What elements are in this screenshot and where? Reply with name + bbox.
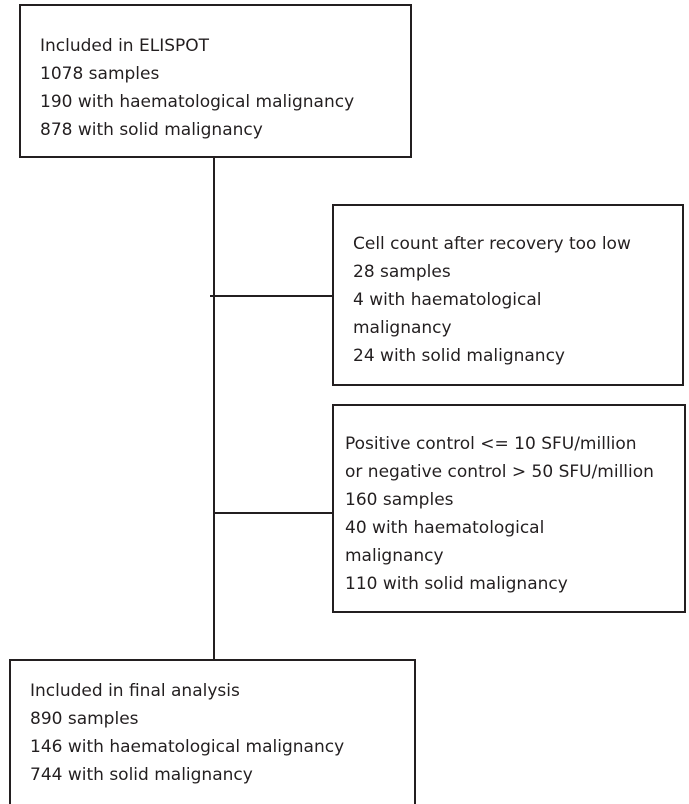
box-line: 4 with haematological [353,290,542,310]
box-line: or negative control > 50 SFU/million [345,462,654,482]
box-line: 40 with haematological [345,518,544,538]
box-line: malignancy [345,546,444,566]
box-line: 1078 samples [40,64,159,84]
box-line: Positive control <= 10 SFU/million [345,434,637,454]
box-line: 890 samples [30,709,139,729]
box-line: 146 with haematological malignancy [30,737,344,757]
box-line: malignancy [353,318,452,338]
box [9,659,416,804]
box-texts: Included in ELISPOT 1078 samples 190 with … [30,36,654,785]
box-line: 190 with haematological malignancy [40,92,354,112]
box-line: 878 with solid malignancy [40,120,263,140]
box-line: 110 with solid malignancy [345,574,568,594]
box [19,4,412,158]
box-line: 160 samples [345,490,454,510]
box-line: Included in final analysis [30,681,240,701]
box-line: 24 with solid malignancy [353,346,565,366]
box-line: 28 samples [353,262,451,282]
box-line: Cell count after recovery too low [353,234,631,254]
box [332,404,686,613]
box [332,204,684,386]
box-line: 744 with solid malignancy [30,765,253,785]
box-line: Included in ELISPOT [40,36,210,56]
